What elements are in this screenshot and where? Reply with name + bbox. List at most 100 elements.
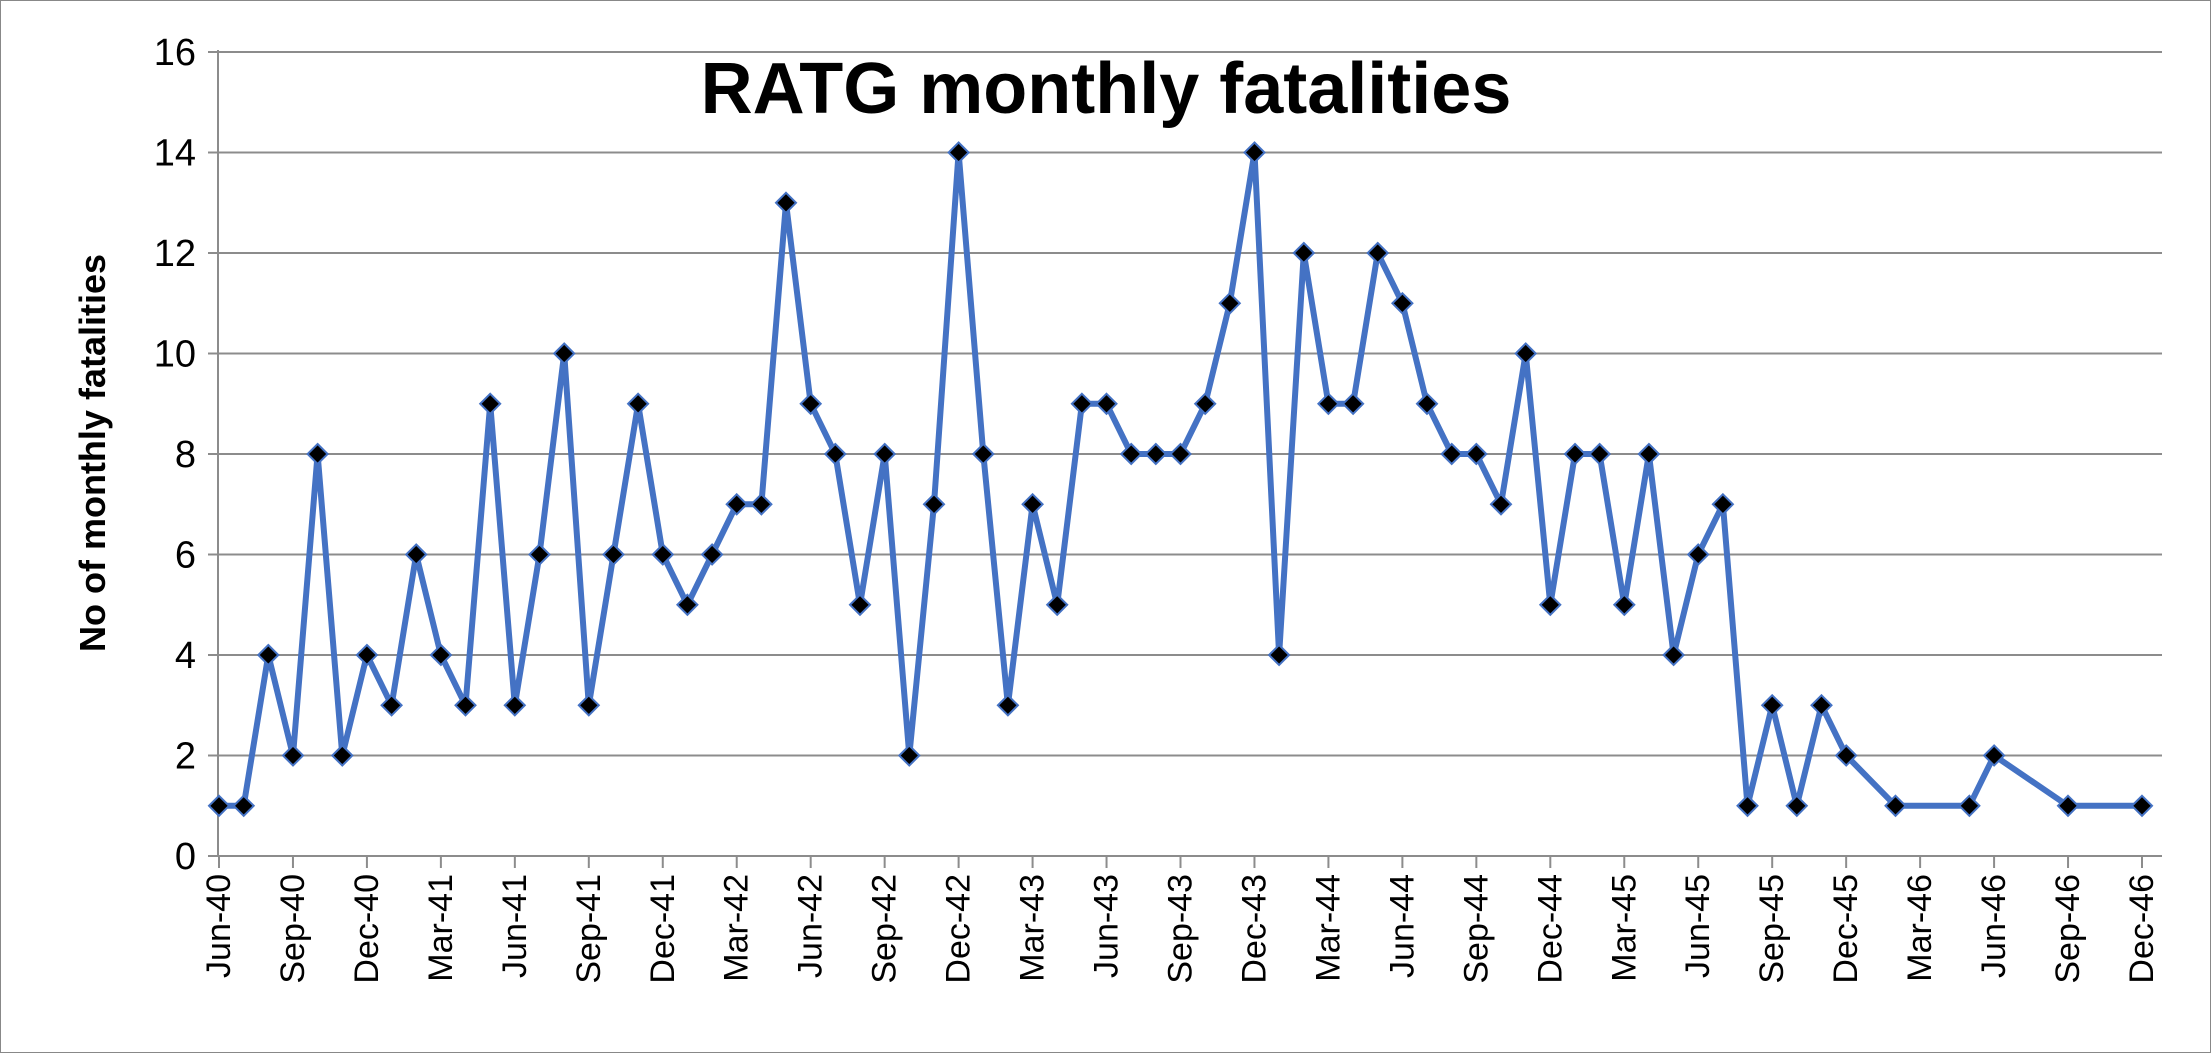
y-tick-label: 14 <box>154 133 196 175</box>
data-point <box>404 543 428 566</box>
data-point <box>774 191 798 215</box>
data-point <box>1021 492 1045 516</box>
data-point <box>1292 241 1316 265</box>
data-point <box>1514 342 1538 365</box>
data-point <box>1686 543 1710 566</box>
data-point <box>1366 241 1390 265</box>
x-tick-label: Mar-41 <box>422 874 460 982</box>
data-point <box>2130 794 2154 818</box>
data-point <box>1119 442 1143 466</box>
data-point <box>651 543 675 566</box>
y-tick-label: 8 <box>175 434 196 476</box>
data-point <box>1218 291 1242 315</box>
series-line-layer <box>219 149 2142 809</box>
data-point <box>281 744 305 767</box>
x-tick-labels: Jun-40 Sep-40 Dec-40 Mar-41 Jun-41 Sep-41 Dec-… <box>200 874 2161 984</box>
data-point <box>1785 794 1809 818</box>
y-tick-label: 16 <box>154 32 196 74</box>
x-tick-label: Jun-40 <box>200 874 238 978</box>
data-point <box>1144 442 1168 466</box>
data-point <box>330 744 354 767</box>
data-point-markers <box>207 141 2154 818</box>
x-tick-label: Mar-42 <box>718 874 756 982</box>
data-point <box>1316 392 1340 416</box>
data-point <box>1637 442 1661 466</box>
data-point <box>256 643 280 667</box>
series-line <box>219 149 2142 809</box>
data-point <box>1563 442 1587 466</box>
x-tick-label: Mar-46 <box>1901 874 1939 982</box>
x-tick-label: Jun-44 <box>1383 874 1421 978</box>
data-point <box>1538 593 1562 617</box>
data-point <box>1169 442 1192 466</box>
data-point <box>700 543 724 566</box>
data-point <box>380 693 404 717</box>
y-tick-labels: 0 2 4 6 8 10 12 14 16 <box>154 32 196 878</box>
data-point <box>1957 794 1981 818</box>
x-tick-label: Dec-42 <box>940 874 978 984</box>
data-point <box>1341 392 1365 416</box>
data-point <box>1243 141 1266 164</box>
x-tick-label: Sep-41 <box>570 874 608 984</box>
x-tick-label: Jun-41 <box>496 874 534 978</box>
x-tick-label: Dec-44 <box>1531 874 1569 984</box>
data-point <box>1760 693 1784 717</box>
data-point <box>1095 392 1118 416</box>
data-point <box>1464 442 1488 466</box>
data-point <box>577 693 601 717</box>
data-point <box>454 693 477 717</box>
x-tick-label: Jun-46 <box>1975 874 2013 978</box>
x-tick-label: Jun-43 <box>1088 874 1126 978</box>
data-point <box>971 442 995 466</box>
data-point <box>873 442 897 466</box>
x-tick-label: Dec-40 <box>348 874 386 984</box>
x-tick-label: Dec-45 <box>1827 874 1865 984</box>
x-tick-label: Sep-40 <box>274 874 312 984</box>
data-point <box>355 643 379 667</box>
data-point <box>207 794 231 818</box>
data-point <box>1736 794 1759 818</box>
data-point <box>1415 392 1439 416</box>
data-point <box>528 543 551 566</box>
x-tick-label: Jun-42 <box>792 874 830 978</box>
data-point <box>1267 643 1291 667</box>
data-point <box>947 141 971 164</box>
x-tick-label: Mar-44 <box>1309 874 1347 982</box>
data-point <box>725 492 749 516</box>
data-point <box>1612 593 1636 617</box>
data-point <box>922 492 946 516</box>
data-point <box>602 543 625 566</box>
data-point <box>1711 492 1735 516</box>
x-tick-label: Mar-43 <box>1014 874 1052 982</box>
x-tick-label: Mar-45 <box>1605 874 1643 982</box>
data-point <box>1588 442 1612 466</box>
y-tick-label: 0 <box>175 836 196 878</box>
data-point <box>1070 392 1094 416</box>
x-tick-label: Dec-41 <box>644 874 682 984</box>
y-tick-label: 10 <box>154 334 196 376</box>
x-tick-label: Jun-45 <box>1679 874 1717 978</box>
data-point <box>799 392 823 416</box>
y-tick-label: 4 <box>175 635 196 677</box>
y-axis-label: No of monthly fatalities <box>72 254 113 652</box>
data-point <box>1884 794 1907 818</box>
x-tick-label: Dec-46 <box>2123 874 2161 984</box>
data-point <box>1440 442 1464 466</box>
x-tick-label: Dec-43 <box>1235 874 1273 984</box>
data-point <box>552 342 576 365</box>
data-point <box>1662 643 1686 667</box>
x-tick-label: Sep-46 <box>2049 874 2087 984</box>
data-point <box>1810 693 1833 717</box>
data-point <box>2056 794 2080 818</box>
y-tick-label: 2 <box>175 736 196 778</box>
x-tick-label: Sep-42 <box>866 874 904 984</box>
data-point <box>626 392 650 416</box>
y-tick-label: 6 <box>175 535 196 577</box>
data-point <box>1489 492 1513 516</box>
x-tick-label: Sep-43 <box>1162 874 1200 984</box>
data-point <box>232 794 256 818</box>
data-point <box>1193 392 1217 416</box>
data-point <box>749 492 773 516</box>
